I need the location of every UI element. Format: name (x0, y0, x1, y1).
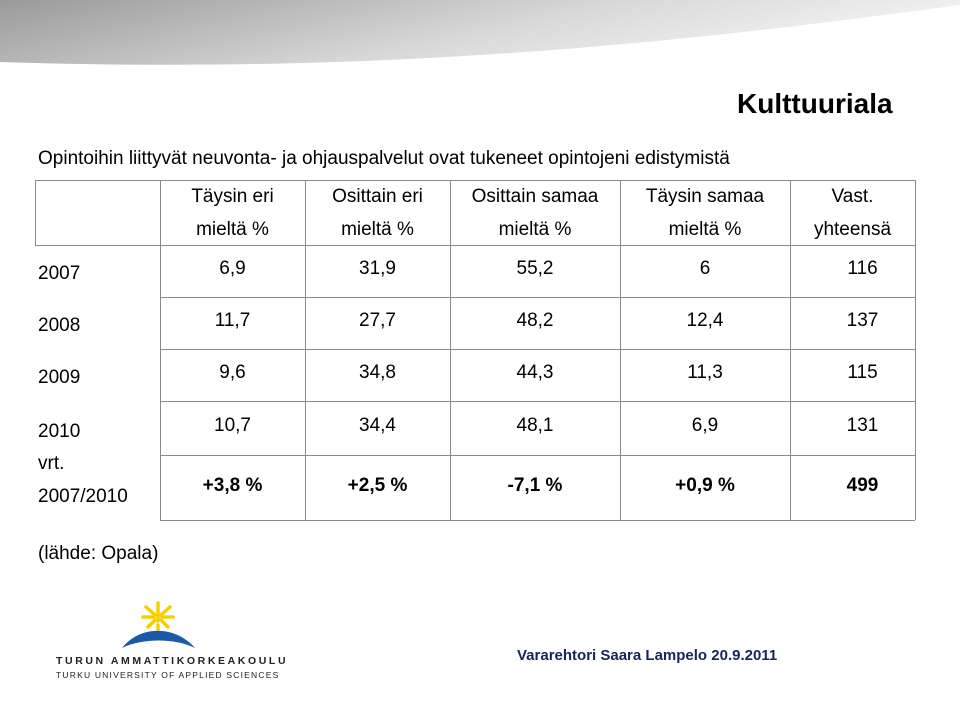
logo-subtitle: TURKU UNIVERSITY OF APPLIED SCIENCES (56, 670, 280, 680)
table-cell: 115 (847, 362, 878, 383)
table-border (160, 349, 915, 350)
table-border (35, 245, 160, 246)
table-cell: 34,8 (359, 362, 396, 383)
table-cell: 44,3 (516, 362, 554, 383)
table-cell: 31,9 (359, 258, 396, 279)
row-label: vrt. (38, 453, 65, 474)
table-cell: 34,4 (359, 415, 396, 436)
table-border (160, 401, 915, 402)
table-border (160, 245, 915, 246)
table-cell: 116 (847, 258, 878, 279)
table-cell: 9,6 (219, 362, 246, 383)
table-cell: 55,2 (516, 258, 554, 279)
table-border (160, 520, 915, 521)
table-cell: 6,9 (691, 415, 719, 436)
logo-name: TURUN AMMATTIKORKEAKOULU (56, 655, 289, 667)
table-cell: +2,5 % (347, 474, 408, 496)
source: (lähde: Opala) (38, 543, 159, 564)
logo-arc (122, 630, 195, 648)
header-cell: yhteensä (813, 219, 892, 240)
table-cell: +3,8 % (202, 474, 263, 496)
table-border (620, 180, 621, 520)
header-cell: mieltä % (196, 219, 269, 240)
footer: Vararehtori Saara Lampelo 20.9.2011 (517, 647, 778, 664)
row-label: 2007 (38, 263, 81, 284)
table-cell: 137 (846, 310, 879, 331)
table-cell: -7,1 % (507, 474, 563, 496)
table-border (790, 180, 791, 520)
logo-star (141, 601, 175, 631)
table-border (160, 297, 915, 298)
table-cell: 48,2 (516, 310, 554, 331)
header-cell: Täysin eri (191, 186, 274, 207)
table-cell: 11,7 (214, 310, 251, 331)
table-cell: 48,1 (516, 415, 554, 436)
header-cell: mieltä % (668, 219, 742, 240)
table-cell: 10,7 (214, 415, 251, 436)
table-border (915, 180, 916, 520)
row-label: 2008 (38, 315, 81, 336)
table-cell: +0,9 % (675, 474, 735, 496)
header-cell: Täysin samaa (645, 186, 765, 207)
table-cell: 499 (846, 474, 879, 496)
header-cell: mieltä % (341, 219, 414, 240)
table-caption: Opintoihin liittyvät neuvonta- ja ohjaus… (38, 148, 730, 169)
header-cell: Osittain eri (332, 186, 423, 207)
header-cell: Osittain samaa (471, 186, 599, 207)
table-border (160, 455, 915, 456)
table-cell: 12,4 (686, 310, 724, 331)
table-cell: 131 (846, 415, 879, 436)
row-label: 2009 (38, 367, 81, 388)
header-cell: mieltä % (498, 219, 572, 240)
table-cell: 11,3 (687, 362, 723, 383)
table-border (450, 180, 451, 520)
row-label: 2007/2010 (38, 486, 128, 507)
header-cell: Vast. (831, 186, 874, 207)
table-cell: 27,7 (359, 310, 396, 331)
table-border (305, 180, 306, 520)
table-border (35, 180, 36, 245)
table-border (35, 180, 915, 181)
table-cell: 6 (699, 258, 711, 279)
title: Kulttuuriala (737, 88, 893, 119)
row-label: 2010 (38, 421, 81, 442)
table-border (160, 180, 161, 520)
table-cell: 6,9 (219, 258, 246, 279)
